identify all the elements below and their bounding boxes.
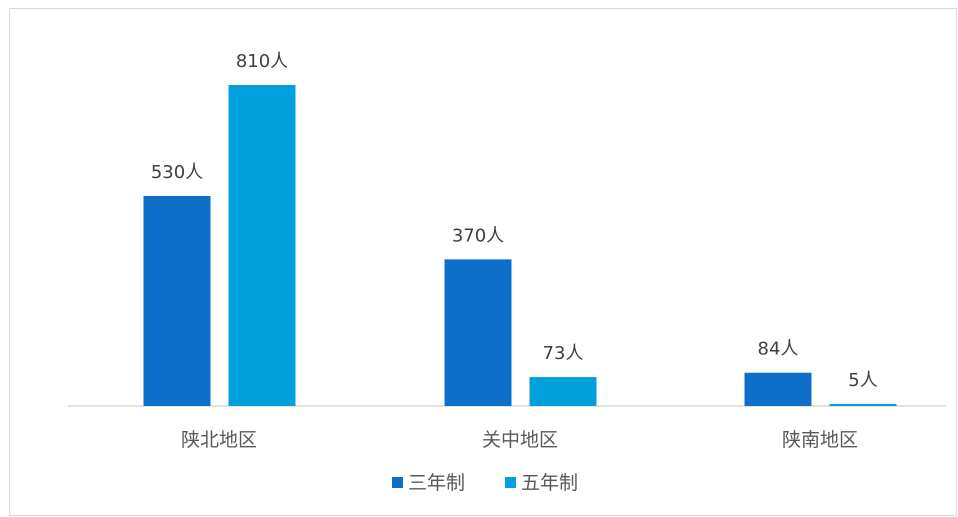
value-label-series2-1: 810人 (236, 51, 288, 72)
value-label-series1-2: 370人 (452, 225, 504, 246)
value-label-series1-3: 84人 (758, 339, 799, 360)
value-label-series2-2: 73人 (543, 343, 584, 364)
bar-series1-3 (744, 372, 812, 406)
bar-series1-2 (444, 259, 512, 406)
value-labels-group: 530人 370人 84人 810人 73人 5人 (151, 51, 878, 391)
bar-series2-1 (228, 85, 296, 406)
value-label-series2-3: 5人 (848, 370, 877, 391)
category-label-3: 陕南地区 (782, 429, 858, 451)
value-label-series1-1: 530人 (151, 162, 203, 183)
category-labels-group: 陕北地区 关中地区 陕南地区 (181, 429, 858, 451)
bar-series1-1 (143, 195, 211, 406)
bar-series2-3 (829, 404, 897, 406)
legend-swatch-1 (392, 477, 403, 488)
legend: 三年制 五年制 (392, 472, 578, 494)
legend-label-2: 五年制 (521, 472, 578, 494)
category-label-1: 陕北地区 (181, 429, 257, 451)
bars-group (143, 85, 897, 406)
bar-series2-2 (529, 377, 597, 406)
legend-label-1: 三年制 (408, 472, 465, 494)
legend-swatch-2 (505, 477, 516, 488)
category-label-2: 关中地区 (482, 429, 558, 451)
